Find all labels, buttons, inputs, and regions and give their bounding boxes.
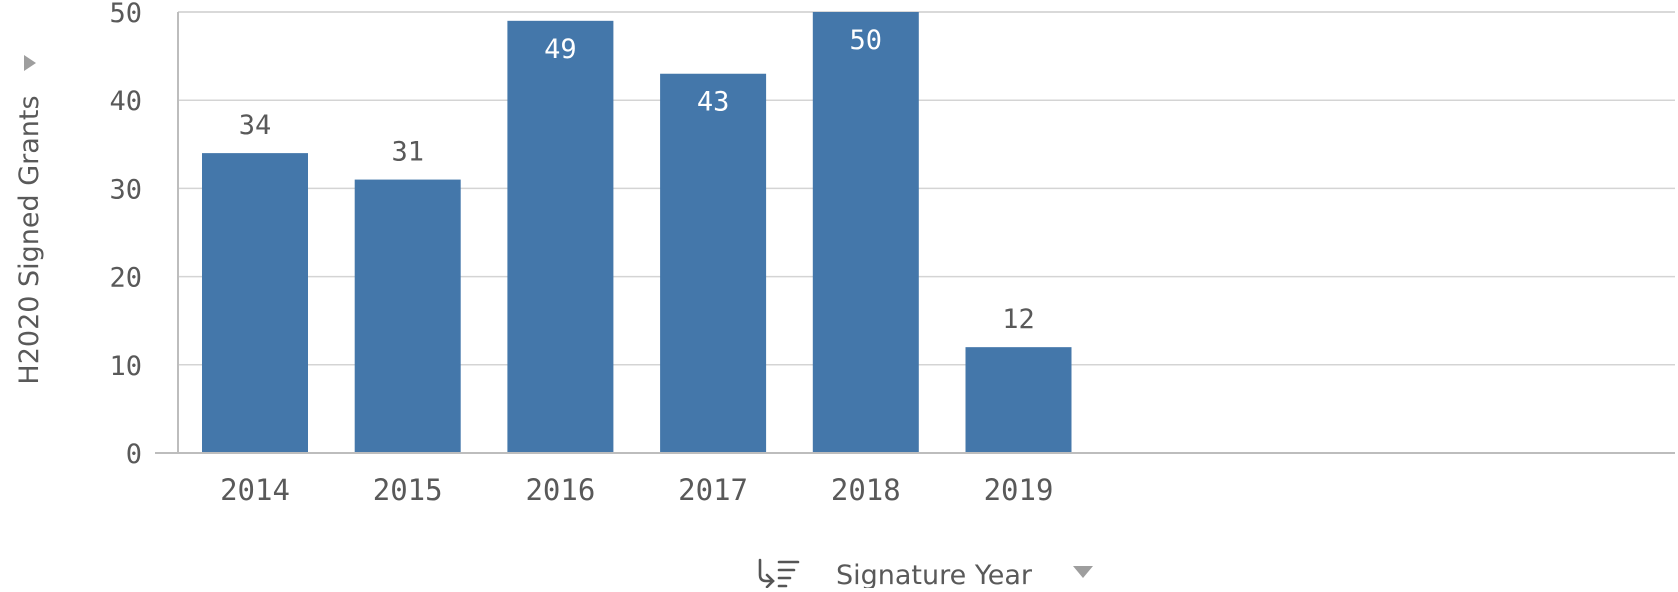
data-labels: 34 31 49 43 50 12 bbox=[239, 25, 1035, 335]
caret-down-icon[interactable] bbox=[1073, 566, 1093, 578]
data-label-2015: 31 bbox=[391, 137, 424, 168]
data-label-2017: 43 bbox=[697, 87, 730, 118]
y-tick-label: 50 bbox=[109, 0, 142, 29]
bar-2015[interactable] bbox=[354, 179, 461, 453]
data-label-2016: 49 bbox=[544, 34, 577, 65]
data-label-2014: 34 bbox=[239, 110, 272, 141]
x-axis-ticks: 2014 2015 2016 2017 2018 2019 bbox=[220, 473, 1053, 507]
x-tick-label-2019: 2019 bbox=[984, 473, 1054, 507]
data-label-2018: 50 bbox=[850, 25, 883, 56]
bar-2019[interactable] bbox=[965, 347, 1072, 453]
x-tick-label-2015: 2015 bbox=[373, 473, 443, 507]
bar-2018[interactable] bbox=[812, 12, 919, 453]
x-axis-title: Signature Year bbox=[836, 560, 1033, 588]
y-tick-label: 10 bbox=[109, 351, 142, 382]
x-tick-label-2016: 2016 bbox=[525, 473, 595, 507]
caret-right-icon[interactable] bbox=[24, 55, 36, 71]
x-tick-label-2014: 2014 bbox=[220, 473, 290, 507]
bar-2014[interactable] bbox=[202, 153, 308, 453]
y-axis-ticks: 0 10 20 30 40 50 bbox=[109, 0, 142, 470]
y-axis-title: H2020 Signed Grants bbox=[14, 95, 45, 384]
x-tick-label-2017: 2017 bbox=[678, 473, 748, 507]
data-label-2019: 12 bbox=[1002, 304, 1035, 335]
sort-icon[interactable] bbox=[758, 558, 800, 589]
y-tick-label: 0 bbox=[126, 439, 142, 470]
y-tick-label: 30 bbox=[109, 174, 142, 205]
bar-2017[interactable] bbox=[660, 73, 767, 454]
y-tick-label: 40 bbox=[109, 86, 142, 117]
x-tick-label-2018: 2018 bbox=[831, 473, 901, 507]
x-axis-title-group[interactable]: Signature Year bbox=[758, 558, 1093, 591]
bars bbox=[202, 12, 1072, 454]
y-tick-label: 20 bbox=[109, 263, 142, 294]
y-axis-title-group[interactable]: H2020 Signed Grants bbox=[14, 55, 45, 385]
bar-2016[interactable] bbox=[507, 20, 614, 453]
